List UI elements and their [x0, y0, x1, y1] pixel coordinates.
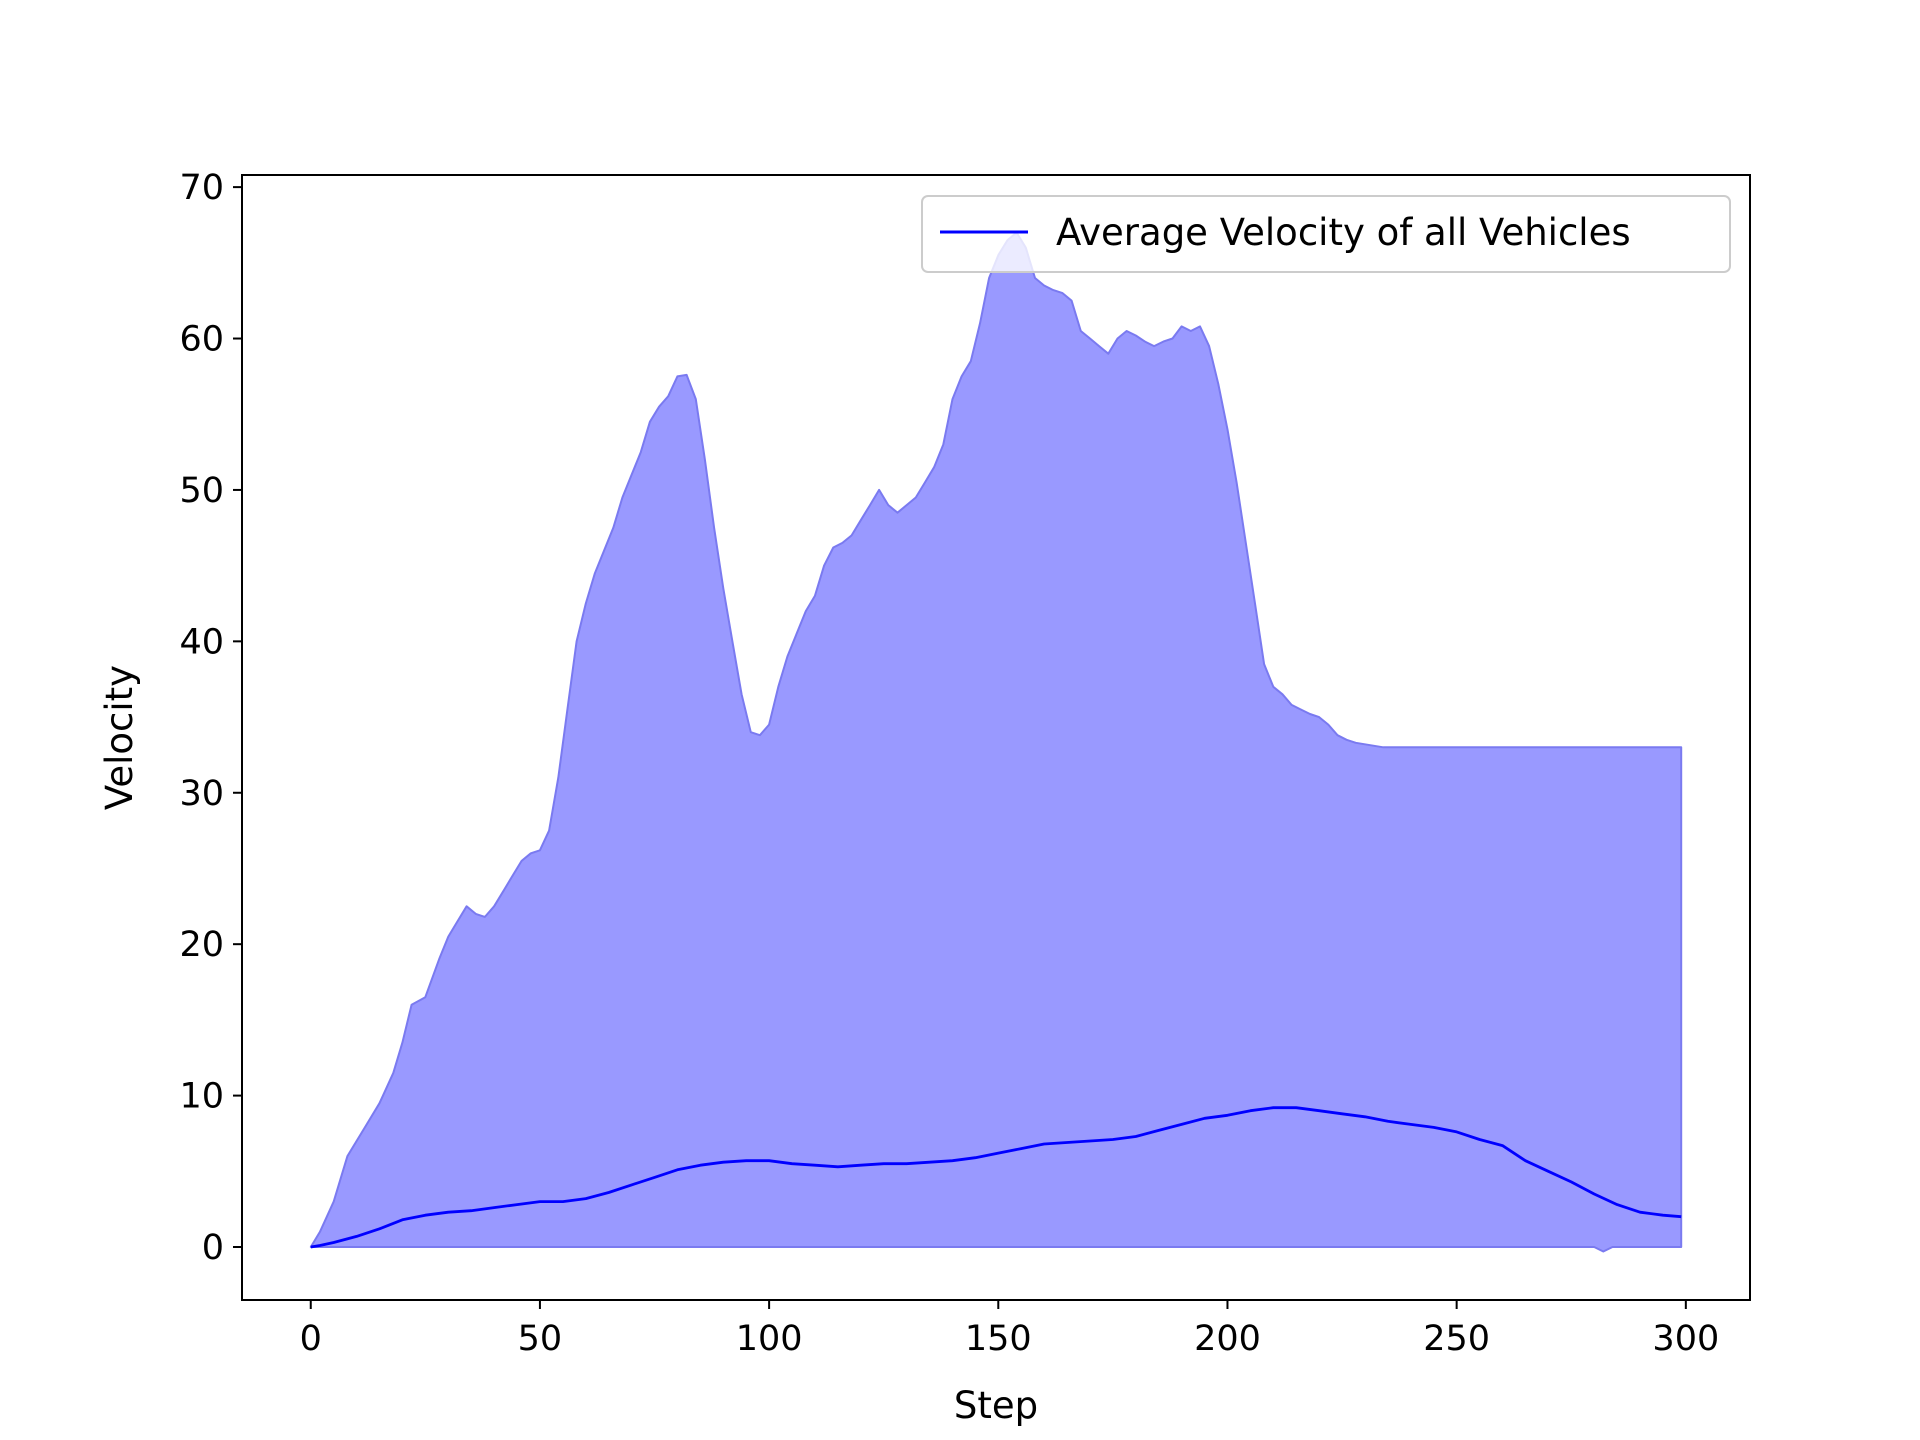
y-tick-label: 20: [179, 925, 224, 965]
legend-entry-label: Average Velocity of all Vehicles: [1056, 211, 1631, 254]
band-layer: [309, 231, 1683, 1253]
y-ticks: 0 10 20 30 40 50 60 70: [179, 168, 242, 1268]
x-tick-label: 0: [300, 1319, 322, 1359]
x-tick-label: 150: [965, 1319, 1032, 1359]
x-tick-label: 250: [1423, 1319, 1490, 1359]
x-ticks: 0 50 100 150 200 250 300: [300, 1300, 1719, 1359]
y-tick-label: 70: [179, 168, 224, 208]
legend: Average Velocity of all Vehicles: [921, 195, 1731, 273]
x-tick-label: 300: [1652, 1319, 1719, 1359]
velocity-range-band: [309, 231, 1683, 1253]
line-layer: [310, 1106, 1682, 1249]
average-velocity-line: [310, 1106, 1682, 1249]
x-tick-label: 100: [736, 1319, 803, 1359]
legend-box: [921, 195, 1731, 273]
y-tick-label: 30: [179, 774, 224, 814]
y-tick-label: 50: [179, 471, 224, 511]
y-tick-label: 40: [179, 622, 224, 662]
x-axis-label: Step: [954, 1384, 1038, 1427]
axes-frame: [241, 174, 1751, 1301]
y-tick-label: 0: [202, 1228, 224, 1268]
y-axis-label: Velocity: [98, 665, 141, 810]
y-tick-label: 60: [179, 320, 224, 360]
y-tick-label: 10: [179, 1077, 224, 1117]
x-tick-label: 200: [1194, 1319, 1261, 1359]
x-tick-label: 50: [518, 1319, 563, 1359]
